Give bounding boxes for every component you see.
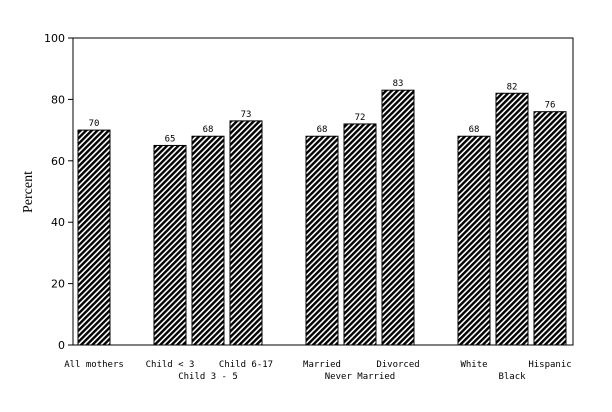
bar	[191, 135, 225, 346]
y-tick-label: 20	[51, 278, 65, 291]
x-tick-label: Black	[498, 372, 526, 382]
x-tick-label: Divorced	[376, 360, 419, 370]
x-tick-label: Never Married	[325, 372, 395, 382]
bar	[153, 144, 187, 346]
x-tick-label: Child < 3	[146, 360, 195, 370]
value-label: 68	[469, 125, 480, 135]
value-label: 68	[317, 125, 328, 135]
y-tick-label: 0	[58, 339, 65, 352]
value-label: 83	[393, 79, 404, 89]
bar	[495, 92, 529, 346]
x-tick-label: Hispanic	[528, 360, 571, 370]
x-tick-label: White	[460, 360, 487, 370]
bar	[77, 129, 111, 346]
bar	[533, 111, 567, 346]
bar	[457, 135, 491, 346]
y-axis-title: Percent	[21, 171, 36, 213]
value-label: 68	[203, 125, 214, 135]
y-tick-label: 80	[51, 93, 65, 106]
x-tick-label: All mothers	[64, 360, 124, 370]
y-tick-label: 40	[51, 216, 65, 229]
value-label: 65	[165, 134, 176, 144]
bar	[229, 120, 263, 346]
value-label: 73	[241, 110, 252, 120]
bar	[305, 135, 339, 346]
bar	[343, 123, 377, 346]
y-tick-label: 60	[51, 155, 65, 168]
x-tick-label: Married	[303, 360, 341, 370]
value-label: 72	[355, 113, 366, 123]
value-label: 76	[545, 101, 556, 111]
value-label: 70	[89, 119, 100, 129]
x-tick-label: Child 3 - 5	[178, 372, 238, 382]
bar	[381, 89, 415, 346]
x-tick-label: Child 6-17	[219, 360, 273, 370]
value-label: 82	[507, 82, 518, 92]
y-tick-label: 100	[44, 32, 65, 45]
